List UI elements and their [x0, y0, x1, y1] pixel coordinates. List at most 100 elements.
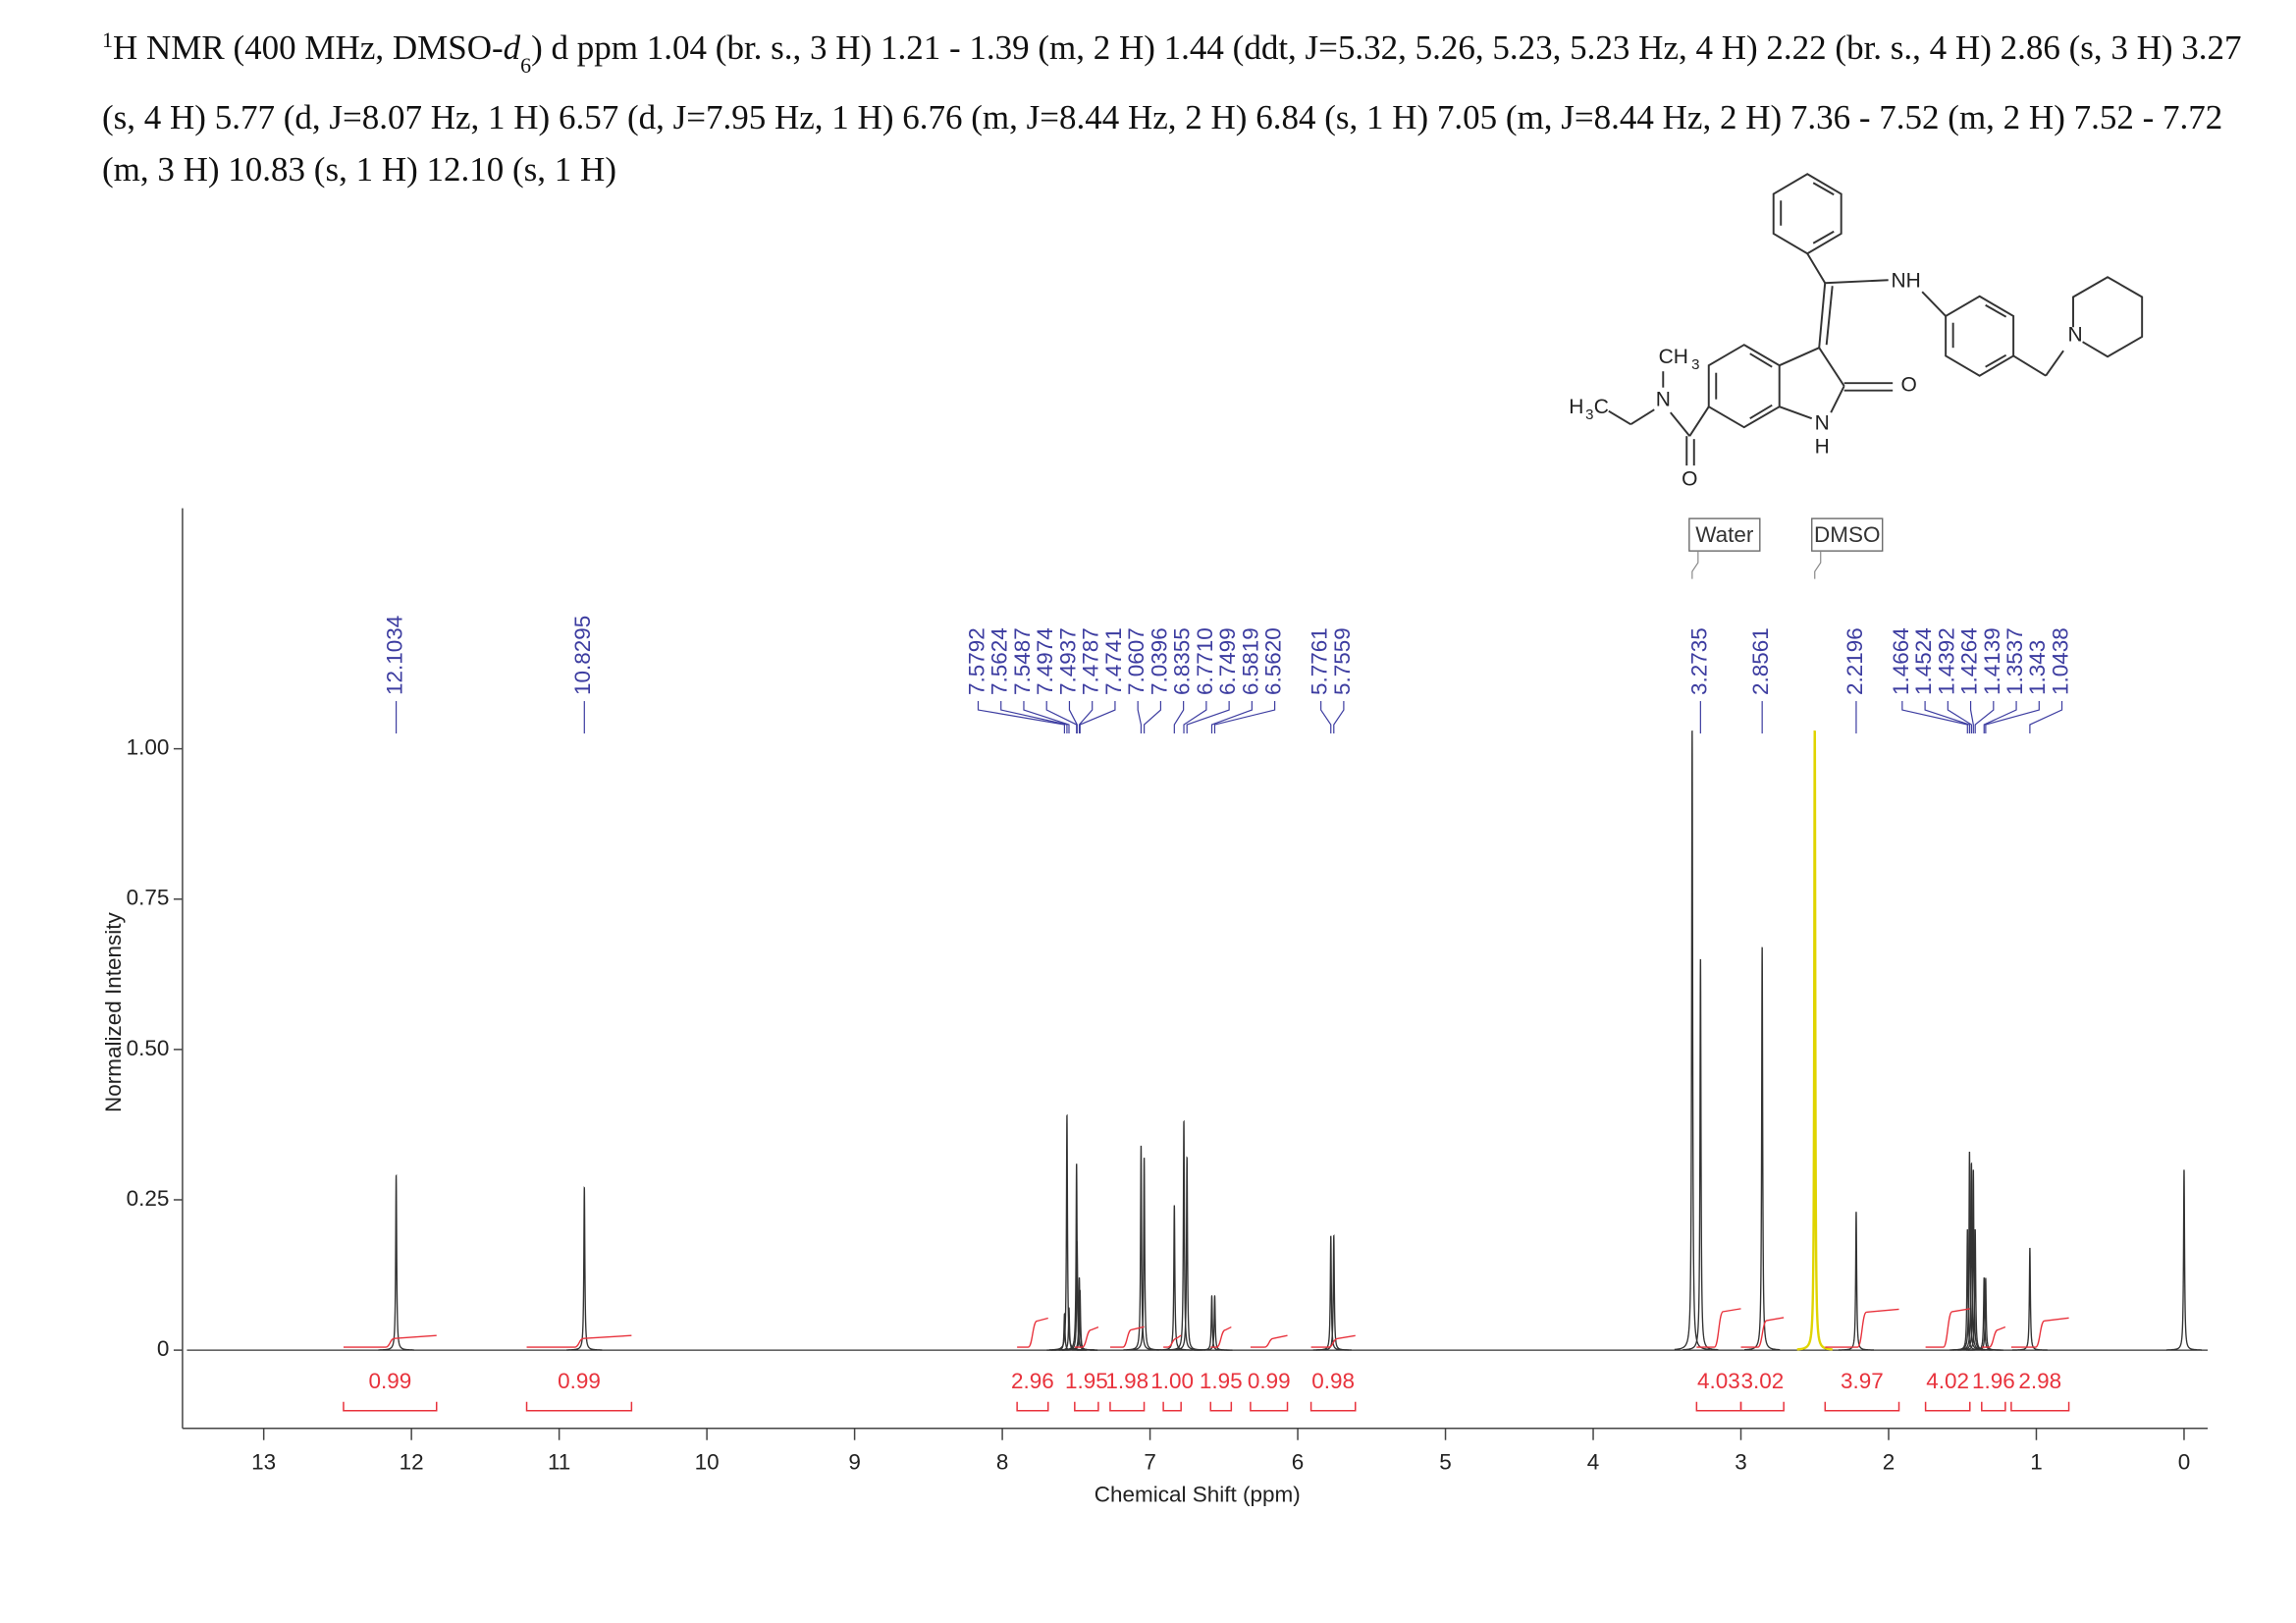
spectrum-peak	[1682, 958, 1719, 1351]
atom-label: 3	[1691, 356, 1699, 373]
spectrum-peak	[1796, 730, 1833, 1351]
peak-label: 7.4787	[1079, 627, 1103, 695]
spectrum-peak	[2011, 1247, 2048, 1351]
x-tick-label: 0	[2178, 1450, 2191, 1475]
spectrum-peak	[1674, 730, 1710, 1351]
peak-label: 1.343	[2025, 640, 2050, 695]
peak-label: 6.5819	[1238, 627, 1262, 695]
atom-label: CH	[1659, 346, 1688, 368]
peak-label: 10.8295	[570, 616, 595, 695]
y-tick-label: 0.25	[127, 1186, 170, 1211]
structure: NH N CH 3 H 3 C N O N H O	[1569, 173, 2144, 491]
integral-label: 0.99	[368, 1369, 411, 1393]
atom-label: N	[1815, 412, 1830, 435]
integral-curve	[1250, 1334, 1288, 1348]
annotation-pointer	[1691, 551, 1699, 579]
x-tick-label: 6	[1292, 1450, 1305, 1475]
bond	[1812, 230, 1835, 244]
peak-label-leader	[1320, 701, 1332, 734]
atom-label: H	[1569, 396, 1583, 418]
atom-label: 3	[1585, 406, 1593, 423]
bond	[1779, 406, 1813, 420]
peak-label: 5.7559	[1330, 627, 1355, 695]
peak-label: 2.2196	[1842, 627, 1867, 695]
integral-bracket	[1250, 1401, 1289, 1412]
peak-label-leader	[1901, 701, 1968, 734]
x-tick-label: 9	[848, 1450, 861, 1475]
bond	[1985, 353, 2007, 368]
header-text: 1H NMR (400 MHz, DMSO-d6) d ppm 1.04 (br…	[102, 14, 2271, 195]
peak-label: 6.7710	[1193, 627, 1217, 695]
x-tick-label: 4	[1587, 1450, 1600, 1475]
bond	[1608, 409, 1631, 426]
bond	[1812, 182, 1835, 196]
atom-label: N	[2068, 324, 2083, 347]
integral-curve	[1825, 1308, 1899, 1348]
annotation-box	[1811, 517, 1884, 552]
bond	[1772, 173, 1842, 255]
peak-label-leader	[1210, 701, 1253, 734]
peak-label-leader	[1969, 701, 1974, 734]
integral-bracket	[1824, 1401, 1900, 1412]
integral-label: 3.02	[1740, 1369, 1784, 1393]
x-tick-label: 8	[996, 1450, 1009, 1475]
spectrum-peak	[1312, 1235, 1349, 1351]
peak-label-leader	[1023, 701, 1070, 734]
x-tick-label: 12	[400, 1450, 424, 1475]
peak-label-leader	[1078, 701, 1094, 734]
spectrum-peak	[1123, 1145, 1159, 1351]
peak-label: 6.7499	[1215, 627, 1240, 695]
y-axis-label: Normalized Intensity	[101, 912, 126, 1112]
integral-bracket	[1162, 1401, 1182, 1412]
bond	[1779, 347, 1820, 367]
integral-curve	[526, 1334, 632, 1348]
integral-curve	[1925, 1308, 1970, 1348]
peak-label: 7.4974	[1033, 627, 1057, 695]
peak-label: 6.8355	[1170, 627, 1195, 695]
y-tick-label: 0.75	[127, 886, 170, 910]
annotation-text: Water	[1695, 522, 1754, 547]
header-part: ) d ppm 1.04 (br. s., 3 H) 1.21 - 1.39 (…	[102, 28, 2242, 189]
annotation-box	[1688, 517, 1761, 552]
integral-curve	[1310, 1334, 1356, 1348]
annotation-pointer	[1814, 551, 1822, 579]
atom-label: N	[1656, 389, 1671, 411]
bond	[2072, 276, 2144, 358]
annotation-text: DMSO	[1814, 522, 1880, 547]
peak-label: 1.3537	[2002, 627, 2027, 695]
integral-bracket	[1109, 1401, 1146, 1412]
integral-label: 3.97	[1841, 1369, 1884, 1393]
peak-label-leader	[1974, 701, 1995, 734]
integral-label: 1.95	[1200, 1369, 1243, 1393]
integral-label: 2.96	[1011, 1369, 1054, 1393]
x-tick-label: 13	[251, 1450, 276, 1475]
peak-label-leader	[1183, 701, 1207, 734]
bond	[1825, 286, 1834, 346]
bond	[1749, 352, 1773, 368]
peak-label: 12.1034	[383, 616, 407, 695]
atom-label: C	[1594, 396, 1609, 418]
peak-label-leader	[1144, 701, 1162, 734]
peak-label-leader	[1947, 701, 1972, 734]
x-axis-label: Chemical Shift (ppm)	[1095, 1483, 1301, 1507]
peak-label: 7.5792	[964, 627, 988, 695]
integral-bracket	[525, 1401, 633, 1412]
x-tick-label: 10	[695, 1450, 720, 1475]
atom-label: H	[1815, 436, 1830, 459]
bond	[1806, 252, 1827, 284]
spectrum-peak	[1126, 1158, 1162, 1351]
integral-label: 1.95	[1065, 1369, 1108, 1393]
integral-bracket	[1739, 1401, 1785, 1412]
bond	[1985, 303, 2007, 318]
bond	[2012, 354, 2047, 377]
peak-label-leader	[1000, 701, 1068, 734]
peak-label: 7.5624	[988, 627, 1012, 695]
peak-label: 7.0607	[1124, 627, 1148, 695]
peak-label: 5.7761	[1308, 627, 1332, 695]
spectrum-peak	[566, 1186, 603, 1351]
integral-label: 0.98	[1311, 1369, 1355, 1393]
peak-label-leader	[1924, 701, 1970, 734]
peak-label: 3.2735	[1686, 627, 1711, 695]
integral-bracket	[343, 1401, 438, 1412]
peak-label-leader	[1213, 701, 1276, 734]
